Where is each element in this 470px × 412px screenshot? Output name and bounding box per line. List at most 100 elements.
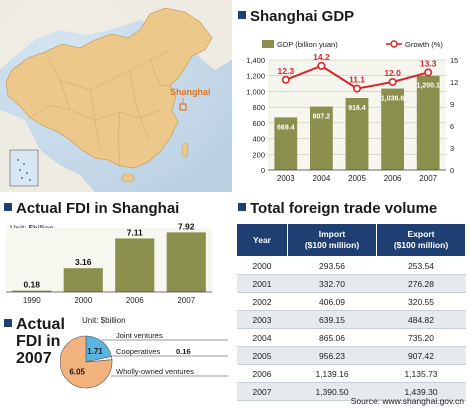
gdp-bar-label: 807.2 [313,114,331,121]
x-tick-label: 2006 [384,174,402,183]
trade-table-panel: Year Import ($100 million) Export ($100 mi… [236,223,466,401]
cell-year: 2001 [236,274,288,293]
gdp-bar-label: 916.4 [348,105,366,112]
pie-legend-label: Wholly-owned ventures [116,367,194,376]
fdi-title: Actual FDI in Shanghai [16,200,180,217]
gdp-bar-label: 669.4 [277,124,295,131]
source-line: Source: www.shanghai.gov.cn [350,396,464,406]
y-tick-label: 1,400 [246,56,265,65]
pie-slice [85,335,112,363]
heading-square-icon [238,203,246,211]
growth-point-label: 11.1 [349,75,365,85]
fdi-chart: 0.18 1990 3.16 2000 7.11 2006 7.92 2007 [6,222,212,305]
growth-point-label: 12.0 [384,68,401,78]
cell-export: 1,439.30 [376,382,466,401]
growth-point-label: 13.3 [420,58,437,68]
y2-tick-label: 15 [450,56,458,65]
x-tick-label: 2007 [419,174,437,183]
x-tick-label: 2005 [348,174,366,183]
gdp-bar [345,97,369,170]
cell-year: 2005 [236,346,288,365]
cell-import: 865.06 [287,328,377,347]
gdp-bar-label: 1,036.6 [381,96,404,103]
cell-export: 735.20 [376,328,466,347]
y-tick-label: 1,200 [246,72,265,81]
cell-year: 2006 [236,364,288,383]
cell-import: 956.23 [287,346,377,365]
gdp-title-wrap: Shanghai GDP [238,8,354,25]
cell-export: 907.42 [376,346,466,365]
growth-point [317,61,326,70]
trade-title-wrap: Total foreign trade volume [238,200,437,217]
fdi2007-title-wrap: Actual FDI in 2007 [4,316,65,367]
pie-legend-value: 0.16 [176,347,191,356]
y-tick-label: 200 [252,150,265,159]
legend-gdp-swatch [262,40,274,48]
header-export: Export ($100 million) [376,223,466,257]
fdi2007-title-2: FDI in [16,333,61,350]
fdi-bar-label: 0.18 [23,280,40,290]
trade-table: Year Import ($100 million) Export ($100 mi… [236,223,466,401]
cell-export: 484.82 [376,310,466,329]
fdi-bar [166,232,206,292]
fdi-x-tick-label: 2000 [74,296,92,305]
fdi-bar [12,290,52,292]
fdi-bar-label: 7.11 [127,227,143,237]
cell-import: 1,390.50 [287,382,377,401]
growth-point-label: 14.2 [313,52,330,62]
y-tick-label: 800 [252,103,265,112]
china-map-svg [0,0,232,192]
heading-square-icon [4,203,12,211]
growth-point [388,77,397,86]
table-row: 2007 1,390.50 1,439.30 [236,382,466,401]
fdi2007-unit: Unit: $billion [82,316,126,325]
y2-tick-label: 3 [450,144,454,153]
y2-tick-label: 6 [450,122,454,131]
y-tick-label: 600 [252,119,265,128]
cell-export: 320.55 [376,292,466,311]
cell-import: 639.15 [287,310,377,329]
growth-point [281,75,290,84]
y-tick-label: 1,000 [246,87,265,96]
fdi-bar [63,268,103,292]
y2-tick-label: 0 [450,166,454,175]
fdi-x-tick-label: 2007 [177,296,195,305]
fdi2007-pie-chart: 1.71 6.05 Joint ventures Cooperatives 0.16 Wh… [60,331,228,389]
fdi2007-title-1: Actual [16,316,65,333]
trade-table-header: Year Import ($100 million) Export ($100 mi… [236,223,466,257]
gdp-bar-label: 1,200.1 [417,83,440,90]
cell-import: 406.09 [287,292,377,311]
china-shape [5,7,213,169]
gdp-bar [274,117,298,170]
fdi-title-wrap: Actual FDI in Shanghai [4,200,179,217]
y-tick-label: 400 [252,135,265,144]
heading-square-icon [4,319,12,327]
fdi2007-title-3: 2007 [16,350,52,367]
cell-year: 2004 [236,328,288,347]
table-row: 2003 639.15 484.82 [236,310,466,329]
table-row: 2004 865.06 735.20 [236,328,466,347]
legend-growth-label: Growth (%) [405,40,443,49]
pie-value-label: 6.05 [69,368,85,377]
header-import: Import ($100 million) [287,223,377,257]
china-map: Shanghai [0,0,232,192]
shanghai-label: Shanghai [170,87,211,97]
pie-slice [60,335,113,389]
x-tick-label: 2003 [277,174,295,183]
fdi-bar-label: 3.16 [75,257,92,267]
table-row: 2001 332.70 276.28 [236,274,466,293]
south-china-sea-inset [9,149,39,187]
table-row: 2000 293.56 253.54 [236,256,466,275]
gdp-bar [310,106,333,170]
gdp-chart: GDP (billion yuan) Growth (%) 0 200 400 600 80… [246,40,458,183]
gdp-bar [381,88,404,170]
legend-growth-marker [390,40,398,48]
growth-point-label: 12.3 [278,66,295,76]
growth-point [353,84,362,93]
cell-export: 276.28 [376,274,466,293]
header-year: Year [236,223,288,257]
fdi-bar [115,238,155,292]
cell-import: 1,139.16 [287,364,377,383]
fdi-x-tick-label: 2006 [126,296,144,305]
pie-legend-label: Cooperatives [116,347,160,356]
